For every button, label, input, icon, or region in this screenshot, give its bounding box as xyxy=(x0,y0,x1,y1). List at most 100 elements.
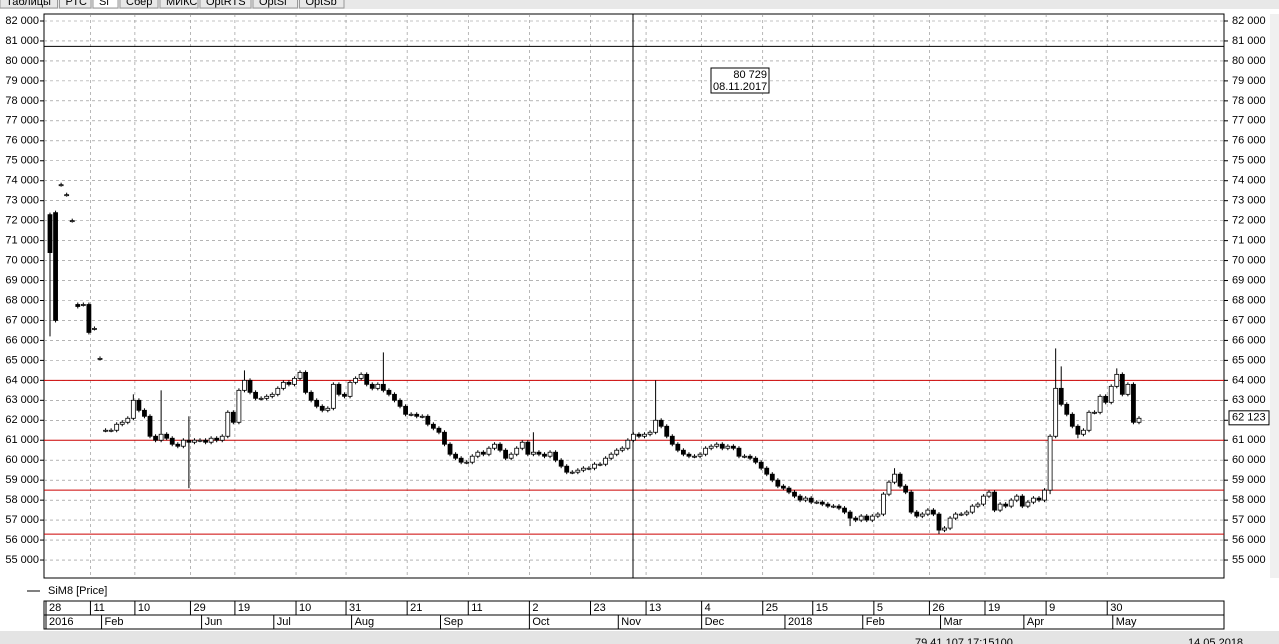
candle-body xyxy=(797,495,803,501)
candle-body xyxy=(480,451,486,455)
candle-body xyxy=(430,423,436,429)
tab[interactable] xyxy=(252,0,298,9)
candle-body xyxy=(380,383,386,391)
y-tick-label: 56 000 xyxy=(1232,534,1266,546)
y-tick-label: 55 000 xyxy=(1232,554,1266,566)
candle-body xyxy=(208,437,214,443)
candle-body xyxy=(1125,383,1131,395)
candle-body xyxy=(997,503,1003,511)
candle-body xyxy=(975,503,981,507)
candle-body xyxy=(725,445,731,449)
y-tick-label: 61 000 xyxy=(5,434,39,446)
y-tick-label: 75 000 xyxy=(1232,155,1266,167)
candle-body xyxy=(92,328,97,330)
candle-body xyxy=(836,505,842,509)
tab-label[interactable]: Si xyxy=(99,0,109,8)
tab-label[interactable]: OptSb xyxy=(306,0,337,8)
tab[interactable] xyxy=(199,0,252,9)
candle-body xyxy=(925,509,931,515)
candle-body xyxy=(403,405,408,415)
candle-body xyxy=(619,447,625,451)
status-server: 79.41.107.17:15100 xyxy=(915,637,1013,644)
candle-body xyxy=(703,447,709,455)
y-tick-label: 70 000 xyxy=(5,254,39,266)
candle-body xyxy=(492,443,497,449)
candle-body xyxy=(603,457,609,465)
candle-body xyxy=(375,383,381,389)
candle-body xyxy=(197,439,203,442)
y-tick-label: 65 000 xyxy=(5,354,39,366)
y-tick-label: 57 000 xyxy=(1232,514,1266,526)
month-label: 2018 xyxy=(788,616,812,628)
x-tick-label: 13 xyxy=(649,602,661,614)
tab-label[interactable]: Таблицы xyxy=(6,0,51,8)
candle-body xyxy=(1047,435,1053,491)
tab-label[interactable]: Сбер xyxy=(126,0,152,8)
y-tick-label: 59 000 xyxy=(5,474,39,486)
last-price-box xyxy=(1228,410,1270,426)
month-label: Sep xyxy=(443,616,463,628)
candle-body xyxy=(986,491,992,497)
candle-body xyxy=(347,381,353,397)
candle-body xyxy=(142,409,147,417)
tab-label[interactable]: МИКС xyxy=(166,0,197,8)
tab-label[interactable]: РТС xyxy=(66,0,88,8)
tab[interactable] xyxy=(0,0,58,9)
y-tick-label: 64 000 xyxy=(1232,374,1266,386)
candle-body xyxy=(236,389,242,423)
tab[interactable] xyxy=(92,0,119,9)
month-label: 2016 xyxy=(49,616,73,628)
candle-body xyxy=(869,515,875,521)
x-tick-label: 5 xyxy=(877,602,883,614)
x-tick-label: 23 xyxy=(594,602,606,614)
candle-body xyxy=(803,497,809,501)
candle-body xyxy=(597,463,603,466)
candle-body xyxy=(525,441,531,455)
candle-body xyxy=(642,433,647,437)
month-label: Nov xyxy=(621,616,641,628)
y-tick-label: 81 000 xyxy=(5,35,39,47)
y-tick-label: 68 000 xyxy=(1232,294,1266,306)
tab[interactable] xyxy=(59,0,92,9)
candle-body xyxy=(247,379,253,393)
candle-body xyxy=(419,415,425,418)
y-tick-label: 80 000 xyxy=(5,55,39,67)
candle-body xyxy=(242,379,247,391)
candle-body xyxy=(230,411,236,423)
candle-body xyxy=(636,433,642,437)
tab-label[interactable]: OptRTS xyxy=(206,0,246,8)
candle-body xyxy=(1103,395,1109,403)
y-tick-label: 66 000 xyxy=(5,334,39,346)
candle-body xyxy=(330,383,336,409)
tab-label[interactable]: OptSi xyxy=(259,0,287,8)
candle-body xyxy=(1003,503,1009,507)
candle-body xyxy=(219,435,225,441)
candle-body xyxy=(258,397,264,400)
candle-body xyxy=(931,509,936,515)
candle-body xyxy=(897,473,903,487)
candle-body xyxy=(714,443,720,447)
candle-body xyxy=(336,383,342,395)
candle-body xyxy=(447,443,453,455)
candle-body xyxy=(781,485,786,489)
tab[interactable] xyxy=(299,0,345,9)
candle-body xyxy=(981,495,986,505)
candle-body xyxy=(1131,383,1136,423)
candle-body xyxy=(442,431,447,445)
month-label: Mar xyxy=(944,616,963,628)
candle-body xyxy=(792,491,797,497)
y-tick-label: 57 000 xyxy=(5,514,39,526)
x-tick-label: 9 xyxy=(1049,602,1055,614)
candle-body xyxy=(875,513,881,517)
tab[interactable] xyxy=(159,0,199,9)
candle-body xyxy=(764,467,770,475)
y-tick-label: 69 000 xyxy=(5,274,39,286)
candle-body xyxy=(119,421,125,425)
candle-body xyxy=(947,517,953,529)
tab[interactable] xyxy=(119,0,159,9)
candle-body xyxy=(680,449,686,455)
month-label: Jul xyxy=(277,616,291,628)
candle-body xyxy=(214,437,220,441)
y-tick-label: 56 000 xyxy=(5,534,39,546)
x-tick-label: 30 xyxy=(1110,602,1122,614)
